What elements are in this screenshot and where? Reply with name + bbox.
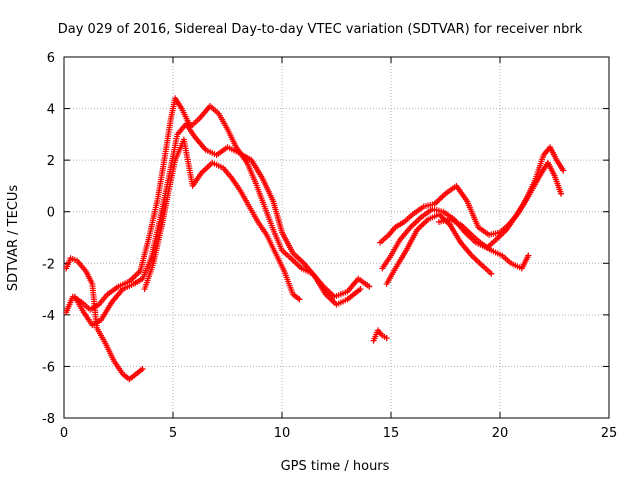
data-point-marker	[296, 296, 303, 303]
data-point-marker	[525, 252, 532, 259]
y-tick-label: -4	[42, 309, 55, 324]
plot-border	[63, 56, 610, 419]
x-tick-label: 15	[383, 426, 400, 441]
series-track-h	[383, 211, 495, 287]
y-tick-label: -6	[42, 360, 55, 375]
y-tick-label: -2	[42, 257, 55, 272]
y-tick-label: -8	[42, 412, 55, 427]
data-points	[63, 95, 567, 383]
y-tick-label: 2	[47, 154, 55, 169]
y-tick-label: 6	[47, 51, 55, 66]
data-point-marker	[366, 283, 373, 290]
data-point-marker	[139, 366, 146, 373]
grid-lines	[64, 57, 609, 418]
x-tick-label: 5	[169, 426, 177, 441]
x-tick-label: 25	[601, 426, 618, 441]
series-track-e	[370, 327, 390, 344]
series-track-i	[435, 216, 532, 272]
x-tick-label: 20	[492, 426, 509, 441]
x-tick-label: 10	[274, 426, 291, 441]
data-point-marker	[357, 286, 364, 293]
chart-title: Day 029 of 2016, Sidereal Day-to-day VTE…	[58, 22, 583, 37]
y-axis-ticks: -8 -6 -4 -2 0 2 4 6	[42, 51, 609, 427]
y-tick-label: 0	[47, 206, 55, 221]
series-track-d	[141, 136, 303, 303]
series-track-a	[63, 95, 373, 316]
x-tick-label: 0	[60, 426, 68, 441]
data-point-marker	[383, 335, 390, 342]
plot-frame	[63, 56, 610, 419]
data-point-marker	[558, 190, 565, 197]
series-track-b	[63, 255, 146, 383]
data-point-marker	[488, 270, 495, 277]
x-axis-label: GPS time / hours	[281, 459, 390, 474]
series-track-c	[71, 121, 364, 329]
data-point-marker	[560, 167, 567, 174]
y-tick-label: 4	[47, 103, 55, 118]
x-axis-ticks: 0 5 10 15 20 25	[60, 57, 617, 441]
y-axis-label: SDTVAR / TECUs	[6, 185, 21, 292]
